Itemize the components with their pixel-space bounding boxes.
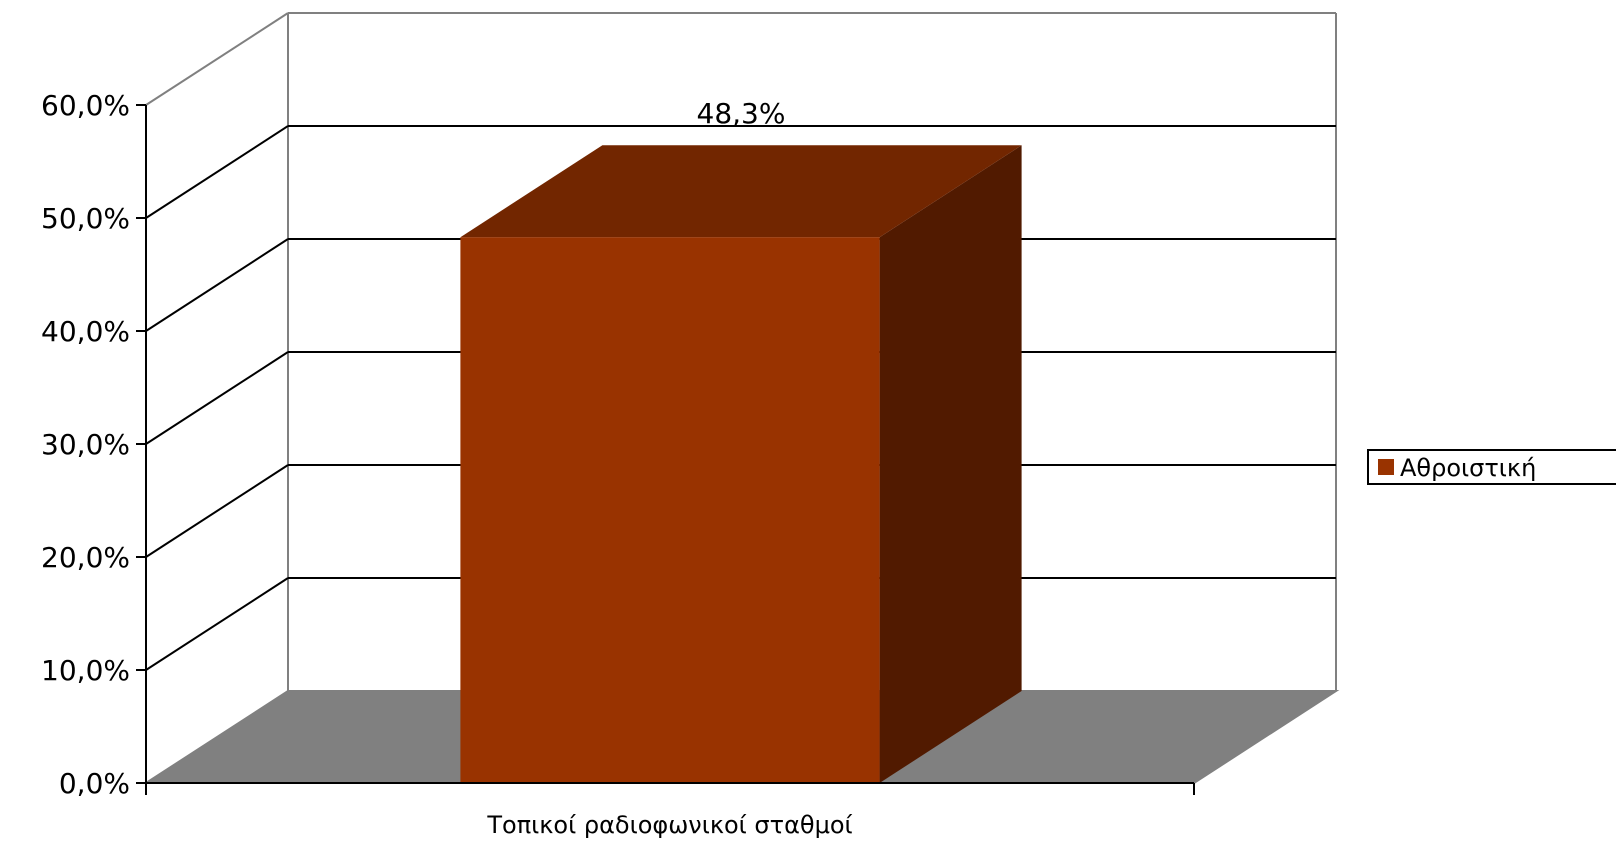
y-tick-label: 50,0% <box>41 202 130 235</box>
bar <box>460 237 880 783</box>
y-tick-label: 30,0% <box>41 428 130 461</box>
legend-label: Αθροιστική <box>1400 454 1536 482</box>
side-gridline <box>145 464 289 558</box>
legend-box <box>1367 449 1616 485</box>
bar-top-face <box>460 145 1022 238</box>
side-gridline <box>145 238 289 332</box>
y-tick-label: 0,0% <box>59 767 130 800</box>
side-gridline <box>145 577 289 671</box>
side-gridline <box>145 125 289 219</box>
y-tick-label: 40,0% <box>41 315 130 348</box>
bars <box>460 145 1022 783</box>
y-tick-label: 60,0% <box>41 89 130 122</box>
bar-side-face <box>879 145 1022 783</box>
y-axis: 0,0% 10,0% 20,0% 30,0% 40,0% 50,0% 60,0% <box>41 89 147 800</box>
y-tick-label: 10,0% <box>41 654 130 687</box>
data-labels: 48,3% <box>697 97 786 130</box>
legend-swatch <box>1378 459 1394 475</box>
x-axis: Τοπικοί ραδιοφωνικοί σταθμοί <box>145 782 1195 839</box>
legend: Αθροιστική <box>1367 449 1616 485</box>
y-tick-label: 20,0% <box>41 541 130 574</box>
side-wall-top-edge <box>145 12 289 106</box>
data-label: 48,3% <box>697 97 786 130</box>
side-gridline <box>145 351 289 445</box>
x-category-label: Τοπικοί ραδιοφωνικοί σταθμοί <box>486 811 852 839</box>
